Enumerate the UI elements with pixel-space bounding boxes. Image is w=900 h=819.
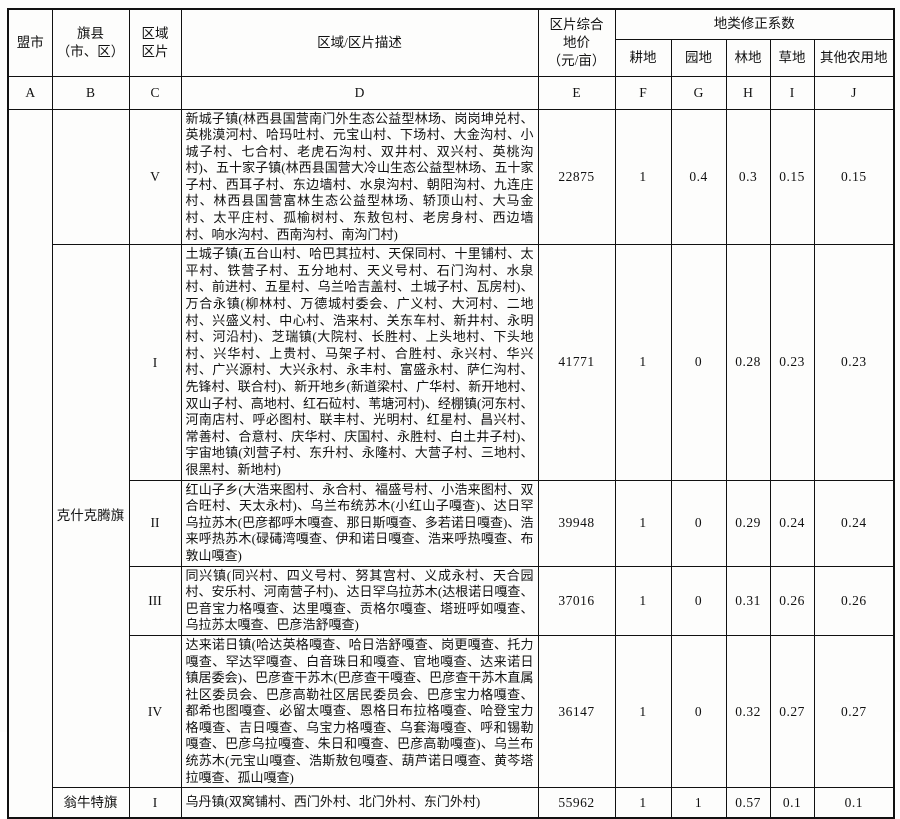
header-description-label: 区域/区片描述 (317, 34, 402, 50)
coef-grass-cell: 0.24 (769, 479, 815, 567)
header-price-label-line3: （元/亩） (547, 52, 606, 68)
coef-cultivated-cell: 1 (614, 108, 672, 246)
zone-cell: I (128, 787, 182, 819)
header-zone-label-line1: 区域 (141, 26, 169, 42)
coef-garden-cell: 0.4 (670, 108, 727, 246)
header-cell-coefficient-group: 地类修正系数 (614, 8, 895, 40)
letter-cell-f: F (614, 75, 672, 110)
header-cell-price: 区片综合 地价 （元/亩） (537, 8, 616, 77)
coef-forest-cell: 0.32 (725, 634, 771, 789)
coef-cultivated-cell: 1 (614, 479, 672, 567)
coef-grass-cell: 0.23 (769, 244, 815, 481)
coef-garden-cell: 0 (670, 479, 727, 567)
coef-grass-cell: 0.15 (769, 108, 815, 246)
header-coefficient-group-label: 地类修正系数 (713, 16, 795, 32)
price-cell: 55962 (537, 787, 616, 819)
header-banner-label-line1: 旗县 (77, 26, 104, 42)
coef-cultivated-cell: 1 (614, 787, 672, 819)
coef-grass-cell: 0.26 (769, 565, 815, 636)
header-row-1: 盟市 旗县 （市、区） 区域 区片 区域/区片描述 区片综合 地价 （元/亩） … (7, 8, 895, 77)
header-cell-other-agricultural-land: 其他农用地 (813, 38, 895, 77)
coef-grass-cell: 0.27 (769, 634, 815, 789)
letter-cell-c: C (128, 75, 182, 110)
coef-forest-cell: 0.57 (725, 787, 771, 819)
coef-other-cell: 0.26 (813, 565, 895, 636)
coef-other-cell: 0.15 (813, 108, 895, 246)
description-cell: 达来诺日镇(哈达英格嘎查、哈日浩舒嘎查、岗更嘎查、托力嘎查、罕达罕嘎查、白音珠日… (180, 634, 539, 789)
table-row: 克什克腾旗 I 土城子镇(五台山村、哈巴其拉村、天保同村、十里铺村、太平村、铁营… (8, 244, 895, 789)
coef-garden-cell: 1 (670, 787, 727, 819)
header-cell-garden-land: 园地 (670, 38, 727, 77)
header-grassland-label: 草地 (778, 49, 806, 65)
zone-cell: I (128, 244, 182, 481)
coef-garden-cell: 0 (670, 244, 727, 481)
price-cell: 37016 (537, 565, 616, 636)
price-cell: 22875 (537, 108, 616, 246)
coef-forest-cell: 0.3 (725, 108, 771, 246)
letter-cell-e: E (537, 75, 616, 110)
banner-cell-wengniute: 翁牛特旗 (51, 787, 130, 819)
header-cell-zone: 区域 区片 (128, 8, 182, 77)
league-cell-empty (7, 108, 53, 819)
letter-cell-a: A (7, 75, 53, 110)
table-row: V 新城子镇(林西县国营南门外生态公益型林场、岗岗坤兑村、英桃漠河村、哈玛吐村、… (7, 108, 895, 819)
letter-cell-i: I (769, 75, 815, 110)
letter-cell-j: J (813, 75, 895, 110)
description-cell: 同兴镇(同兴村、四义号村、努其宫村、义成永村、天合园村、安乐村、河南营子村)、达… (180, 565, 539, 636)
banner-cell-keshiketeng: 克什克腾旗 (51, 244, 130, 789)
coef-grass-cell: 0.1 (769, 787, 815, 819)
header-banner-label-line2: （市、区） (56, 43, 125, 59)
price-cell: 41771 (537, 244, 616, 481)
letter-cell-h: H (725, 75, 771, 110)
header-cell-cultivated-land: 耕地 (614, 38, 672, 77)
description-cell: 土城子镇(五台山村、哈巴其拉村、天保同村、十里铺村、太平村、铁营子村、五分地村、… (180, 244, 539, 481)
header-forest-land-label: 林地 (734, 49, 762, 65)
header-price-label-line1: 区片综合 (549, 17, 604, 33)
description-cell: 乌丹镇(双窝铺村、西门外村、北门外村、东门外村) (180, 787, 539, 819)
header-row-2: 耕地 园地 林地 草地 其他农用地 (8, 38, 895, 77)
header-cell-description: 区域/区片描述 (180, 8, 539, 77)
coef-other-cell: 0.27 (813, 634, 895, 789)
column-letter-row: A B C D E F G H I J (7, 75, 895, 110)
price-cell: 39948 (537, 479, 616, 567)
coef-forest-cell: 0.29 (725, 479, 771, 567)
table-row: II 红山子乡(大浩来图村、永合村、福盛号村、小浩来图村、双合旺村、天太永村)、… (8, 479, 895, 567)
coef-cultivated-cell: 1 (614, 634, 672, 789)
coef-forest-cell: 0.31 (725, 565, 771, 636)
banner-cell (51, 108, 130, 246)
table-row: 翁牛特旗 I 乌丹镇(双窝铺村、西门外村、北门外村、东门外村) 55962 1 … (8, 787, 895, 819)
land-price-table: 盟市 旗县 （市、区） 区域 区片 区域/区片描述 区片综合 地价 （元/亩） … (7, 8, 896, 819)
header-other-agricultural-land-label: 其他农用地 (820, 49, 888, 65)
header-cell-grassland: 草地 (769, 38, 815, 77)
scanned-document-page: 盟市 旗县 （市、区） 区域 区片 区域/区片描述 区片综合 地价 （元/亩） … (7, 8, 896, 819)
table-row: III 同兴镇(同兴村、四义号村、努其宫村、义成永村、天合园村、安乐村、河南营子… (8, 565, 895, 636)
zone-cell: II (128, 479, 182, 567)
coef-other-cell: 0.23 (813, 244, 895, 481)
header-price-label-line2: 地价 (563, 34, 590, 50)
header-cell-banner: 旗县 （市、区） (51, 8, 130, 77)
coef-cultivated-cell: 1 (614, 565, 672, 636)
letter-cell-g: G (670, 75, 727, 110)
coef-garden-cell: 0 (670, 565, 727, 636)
coef-forest-cell: 0.28 (725, 244, 771, 481)
coef-other-cell: 0.24 (813, 479, 895, 567)
price-cell: 36147 (537, 634, 616, 789)
description-cell: 红山子乡(大浩来图村、永合村、福盛号村、小浩来图村、双合旺村、天太永村)、乌兰布… (180, 479, 539, 567)
coef-cultivated-cell: 1 (614, 244, 672, 481)
header-garden-land-label: 园地 (685, 49, 712, 65)
header-cultivated-land-label: 耕地 (629, 49, 657, 65)
zone-cell: III (128, 565, 182, 636)
coef-other-cell: 0.1 (813, 787, 895, 819)
letter-cell-d: D (180, 75, 539, 110)
table-row: IV 达来诺日镇(哈达英格嘎查、哈日浩舒嘎查、岗更嘎查、托力嘎查、罕达罕嘎查、白… (8, 634, 895, 789)
header-cell-forest-land: 林地 (725, 38, 771, 77)
coef-garden-cell: 0 (670, 634, 727, 789)
header-zone-label-line2: 区片 (141, 43, 169, 59)
zone-cell: V (128, 108, 182, 246)
zone-cell: IV (128, 634, 182, 789)
header-cell-league: 盟市 (7, 8, 53, 77)
letter-cell-b: B (51, 75, 130, 110)
description-cell: 新城子镇(林西县国营南门外生态公益型林场、岗岗坤兑村、英桃漠河村、哈玛吐村、元宝… (180, 108, 539, 246)
header-league-label: 盟市 (16, 34, 44, 50)
